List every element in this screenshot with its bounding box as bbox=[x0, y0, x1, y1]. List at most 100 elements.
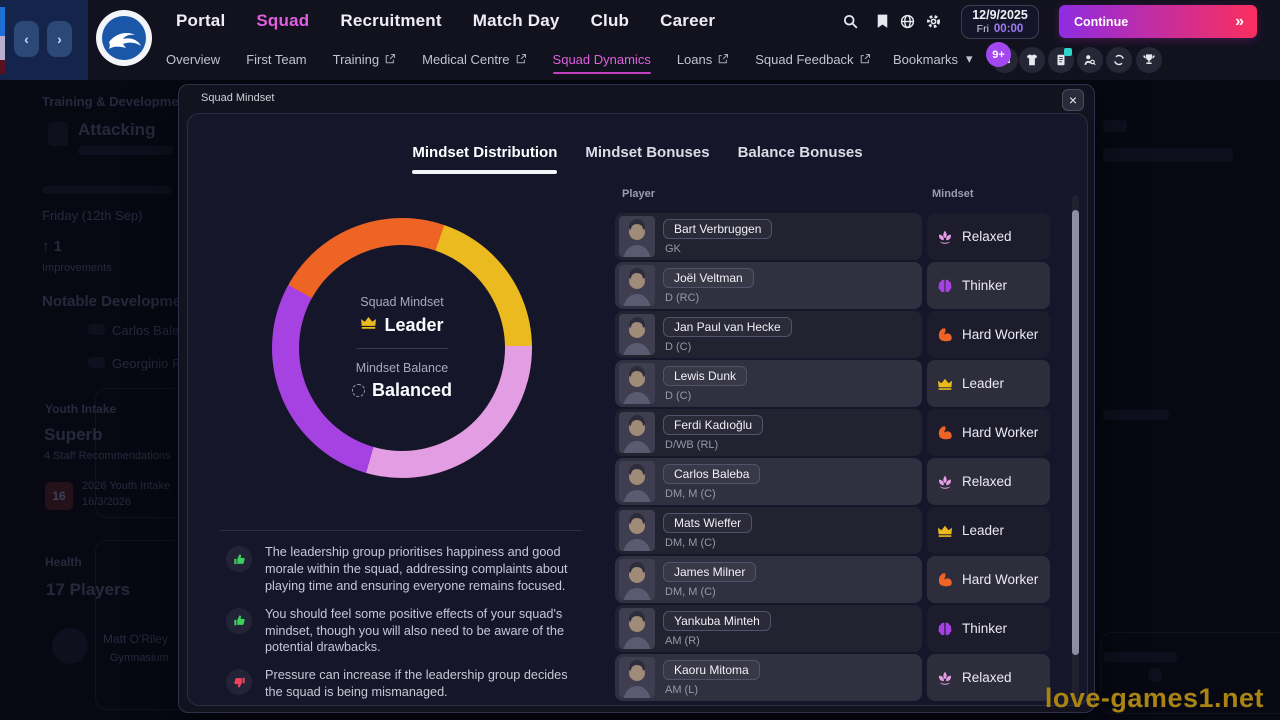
history-back-button[interactable]: ‹ bbox=[14, 21, 39, 57]
subnav-training[interactable]: Training bbox=[333, 52, 396, 67]
tab-mindset-bonuses[interactable]: Mindset Bonuses bbox=[585, 144, 710, 161]
mindset-label: Thinker bbox=[962, 278, 1008, 293]
column-header-mindset: Mindset bbox=[932, 188, 974, 200]
mindset-cell: Leader bbox=[927, 507, 1050, 554]
mindset-cell: Hard Worker bbox=[927, 409, 1050, 456]
nav-career[interactable]: Career bbox=[660, 11, 716, 30]
mindset-cell: Hard Worker bbox=[927, 556, 1050, 603]
player-photo bbox=[619, 657, 655, 698]
subnav-medical-centre[interactable]: Medical Centre bbox=[422, 52, 526, 67]
player-name-pill[interactable]: Bart Verbruggen bbox=[663, 218, 773, 239]
table-row[interactable]: Ferdi Kadıoğlu D/WB (RL) Hard Worker bbox=[615, 409, 1050, 456]
player-photo bbox=[619, 461, 655, 502]
player-name-pill[interactable]: Yankuba Minteh bbox=[663, 610, 771, 631]
mindset-donut-chart: Squad Mindset Leader Mindset Balance Bal… bbox=[272, 218, 532, 478]
player-name-pill[interactable]: Kaoru Mitoma bbox=[663, 659, 760, 680]
player-cell[interactable]: Carlos Baleba DM, M (C) bbox=[615, 458, 922, 505]
subnav-squad-dynamics[interactable]: Squad Dynamics bbox=[552, 51, 652, 74]
player-name-pill[interactable]: Ferdi Kadıoğlu bbox=[663, 414, 764, 435]
hard-worker-icon bbox=[937, 327, 953, 343]
player-name-pill[interactable]: Lewis Dunk bbox=[663, 365, 748, 386]
player-cell[interactable]: Joël Veltman D (RC) bbox=[615, 262, 922, 309]
player-cell[interactable]: Yankuba Minteh AM (R) bbox=[615, 605, 922, 652]
close-icon[interactable]: × bbox=[1062, 89, 1084, 111]
table-row[interactable]: Mats Wieffer DM, M (C) Leader bbox=[615, 507, 1050, 554]
nav-squad[interactable]: Squad bbox=[256, 11, 310, 30]
relaxed-icon bbox=[937, 670, 953, 686]
chevron-down-icon: ▾ bbox=[966, 51, 973, 66]
dialog-tabs: Mindset Distribution Mindset Bonuses Bal… bbox=[188, 144, 1087, 174]
sync-icon-button[interactable] bbox=[1106, 47, 1132, 73]
main-nav: Portal Squad Recruitment Match Day Club … bbox=[176, 0, 715, 42]
watermark: love-games1.net bbox=[1044, 683, 1264, 713]
table-row[interactable]: Lewis Dunk D (C) Leader bbox=[615, 360, 1050, 407]
subnav-loans[interactable]: Loans bbox=[677, 52, 729, 67]
squad-shirt-icon-button[interactable] bbox=[1019, 47, 1045, 73]
continue-chevrons-icon: » bbox=[1235, 12, 1244, 30]
table-row[interactable]: Joël Veltman D (RC) Thinker bbox=[615, 262, 1050, 309]
nav-portal[interactable]: Portal bbox=[176, 11, 226, 30]
external-link-icon bbox=[860, 53, 870, 64]
player-name-pill[interactable]: Joël Veltman bbox=[663, 267, 754, 288]
globe-icon[interactable] bbox=[899, 13, 916, 30]
report-icon-button[interactable] bbox=[1048, 47, 1074, 73]
continue-button[interactable]: Continue » bbox=[1059, 5, 1257, 38]
bookmark-icon[interactable] bbox=[874, 13, 891, 30]
squad-mindset-value: Leader bbox=[384, 314, 444, 335]
sub-nav: Overview First Team Training Medical Cen… bbox=[166, 46, 871, 74]
table-row[interactable]: Bart Verbruggen GK Relaxed bbox=[615, 213, 1050, 260]
mindset-label: Leader bbox=[962, 376, 1005, 391]
player-name-pill[interactable]: James Milner bbox=[663, 561, 757, 582]
bookmarks-dropdown[interactable]: Bookmarks ▾ bbox=[893, 51, 973, 67]
mindset-label: Hard Worker bbox=[962, 327, 1039, 342]
thumbs-down-icon bbox=[226, 669, 252, 696]
player-name-pill[interactable]: Carlos Baleba bbox=[663, 463, 761, 484]
player-cell[interactable]: Kaoru Mitoma AM (L) bbox=[615, 654, 922, 701]
table-row[interactable]: James Milner DM, M (C) Hard Worker bbox=[615, 556, 1050, 603]
player-cell[interactable]: Jan Paul van Hecke D (C) bbox=[615, 311, 922, 358]
player-cell[interactable]: Mats Wieffer DM, M (C) bbox=[615, 507, 922, 554]
gear-icon[interactable] bbox=[925, 13, 942, 30]
trophy-icon-button[interactable] bbox=[1136, 47, 1162, 73]
scouting-icon-button[interactable] bbox=[1077, 47, 1103, 73]
external-link-icon bbox=[385, 53, 396, 64]
player-photo bbox=[619, 216, 655, 257]
mindset-label: Hard Worker bbox=[962, 425, 1039, 440]
tab-balance-bonuses[interactable]: Balance Bonuses bbox=[737, 144, 863, 161]
history-forward-button[interactable]: › bbox=[47, 21, 72, 57]
column-header-player: Player bbox=[622, 188, 656, 200]
table-row[interactable]: Kaoru Mitoma AM (L) Relaxed bbox=[615, 654, 1050, 701]
tab-mindset-distribution[interactable]: Mindset Distribution bbox=[412, 144, 558, 174]
mindset-label: Leader bbox=[962, 523, 1005, 538]
player-cell[interactable]: Lewis Dunk D (C) bbox=[615, 360, 922, 407]
search-icon[interactable] bbox=[842, 13, 859, 30]
subnav-first-team[interactable]: First Team bbox=[246, 51, 307, 67]
player-position: DM, M (C) bbox=[665, 487, 716, 500]
squad-mindset-dialog: Squad Mindset × Mindset Distribution Min… bbox=[178, 84, 1095, 713]
player-name-pill[interactable]: Jan Paul van Hecke bbox=[663, 316, 792, 337]
scrollbar-track[interactable] bbox=[1072, 195, 1079, 702]
player-cell[interactable]: Ferdi Kadıoğlu D/WB (RL) bbox=[615, 409, 922, 456]
player-name-pill[interactable]: Mats Wieffer bbox=[663, 512, 753, 533]
scrollbar-thumb[interactable] bbox=[1072, 210, 1079, 655]
table-row[interactable]: Carlos Baleba DM, M (C) Relaxed bbox=[615, 458, 1050, 505]
notes-divider bbox=[220, 530, 582, 531]
player-position: D/WB (RL) bbox=[665, 438, 719, 451]
club-crest-brighton[interactable] bbox=[96, 10, 152, 66]
table-row[interactable]: Yankuba Minteh AM (R) Thinker bbox=[615, 605, 1050, 652]
player-position: D (RC) bbox=[665, 291, 700, 304]
donut-center-labels: Squad Mindset Leader Mindset Balance Bal… bbox=[299, 245, 505, 451]
notification-badge[interactable]: 9+ bbox=[986, 42, 1011, 67]
nav-recruitment[interactable]: Recruitment bbox=[340, 11, 442, 30]
player-cell[interactable]: Bart Verbruggen GK bbox=[615, 213, 922, 260]
table-row[interactable]: Jan Paul van Hecke D (C) Hard Worker bbox=[615, 311, 1050, 358]
mindset-cell: Leader bbox=[927, 360, 1050, 407]
player-cell[interactable]: James Milner DM, M (C) bbox=[615, 556, 922, 603]
game-date-button[interactable]: 12/9/2025 Fri 00:00 bbox=[961, 5, 1039, 39]
nav-match-day[interactable]: Match Day bbox=[472, 11, 560, 30]
nav-club[interactable]: Club bbox=[590, 11, 630, 30]
player-photo bbox=[619, 314, 655, 355]
subnav-overview[interactable]: Overview bbox=[166, 51, 221, 67]
subnav-squad-feedback[interactable]: Squad Feedback bbox=[755, 52, 870, 67]
